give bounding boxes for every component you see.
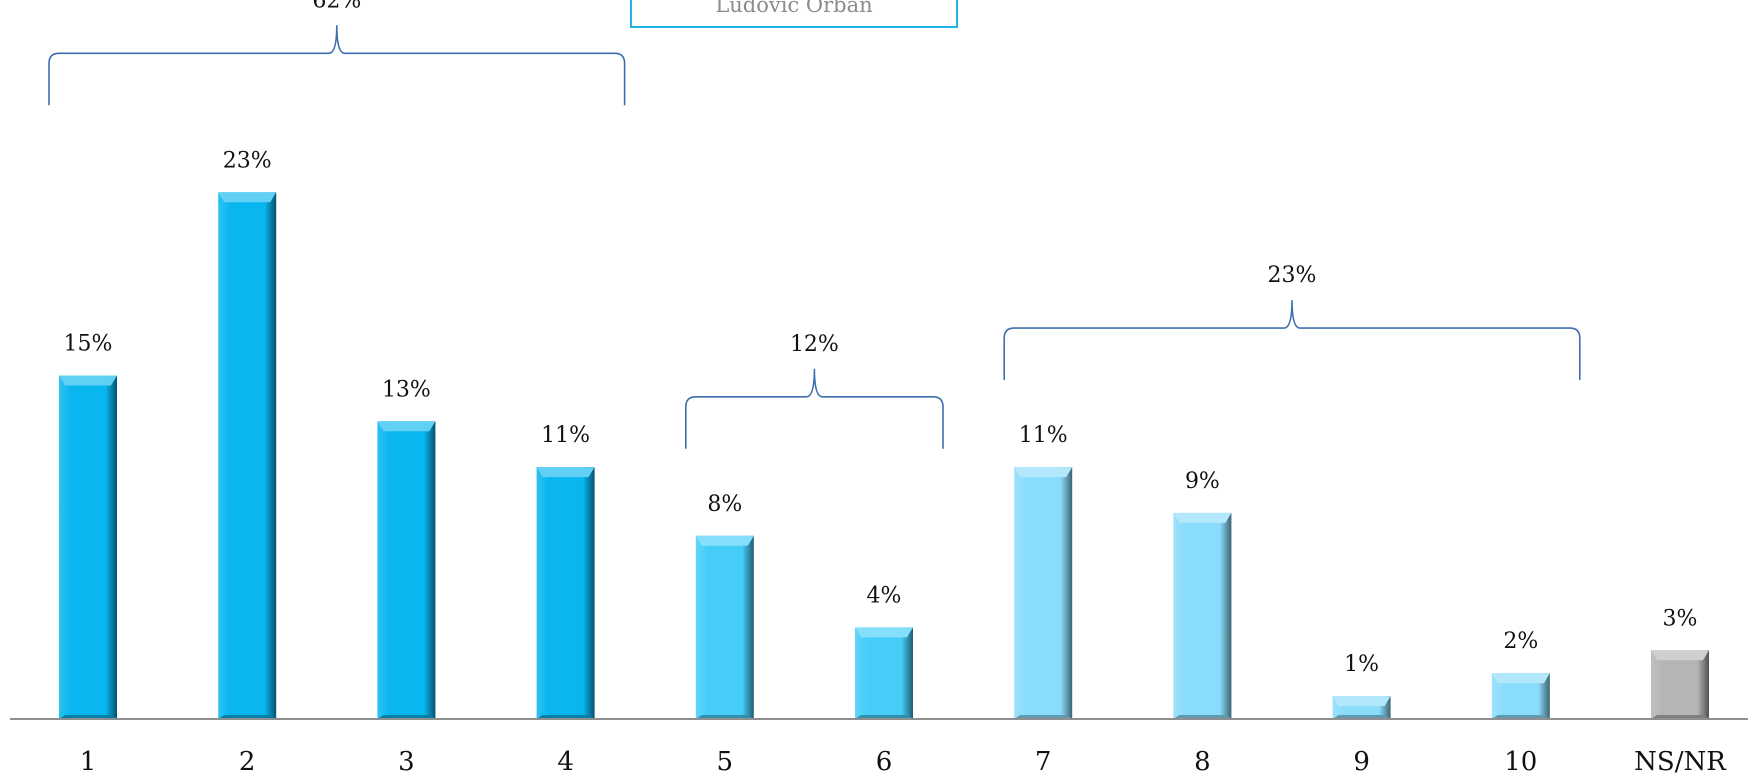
data-label-5: 8% — [707, 492, 742, 517]
data-label-4: 11% — [541, 423, 590, 448]
bar-7 — [1014, 467, 1073, 719]
bar-5 — [695, 535, 754, 719]
x-tick-9: 9 — [1353, 747, 1370, 777]
bar-1 — [59, 375, 117, 719]
bar-cap-3 — [377, 421, 436, 432]
bar-4 — [536, 467, 595, 719]
data-label-NS/NR: 3% — [1663, 606, 1698, 631]
bracket-1 — [685, 368, 944, 449]
data-label-6: 4% — [867, 583, 902, 608]
group-total-label-0: 62% — [312, 0, 361, 13]
bracket-0 — [48, 25, 626, 106]
x-tick-7: 7 — [1035, 747, 1052, 777]
bar-2 — [218, 192, 277, 720]
x-tick-NS/NR: NS/NR — [1634, 747, 1727, 777]
bar-cap-7 — [1014, 467, 1073, 478]
data-label-2: 23% — [223, 148, 272, 173]
data-label-3: 13% — [382, 377, 431, 402]
x-tick-5: 5 — [717, 747, 734, 777]
x-tick-labels: 1 2 3 4 5 6 7 8 9 10 NS/NR — [80, 747, 1728, 777]
x-tick-2: 2 — [239, 747, 256, 777]
data-label-10: 2% — [1503, 629, 1538, 654]
bar-cap-NS/NR — [1651, 650, 1709, 661]
bar-cap-6 — [855, 627, 913, 638]
bar-8 — [1173, 512, 1232, 719]
group-total-label-2: 23% — [1268, 263, 1317, 288]
bar-3 — [377, 421, 436, 719]
bar-cap-4 — [536, 467, 595, 478]
chart-title: Ludovic Orban — [630, 0, 958, 28]
x-tick-6: 6 — [876, 747, 893, 777]
bar-cap-10 — [1491, 673, 1550, 684]
bracket-2 — [1003, 300, 1581, 381]
bar-6 — [855, 627, 913, 719]
x-tick-10: 10 — [1504, 747, 1537, 777]
x-tick-3: 3 — [398, 747, 415, 777]
bar-cap-1 — [59, 375, 117, 386]
group-brackets: 62% 12% 23% — [48, 0, 1581, 449]
bar-NS/NR — [1651, 650, 1709, 719]
bar-cap-5 — [695, 535, 754, 546]
bar-cap-8 — [1173, 512, 1232, 523]
bars: 15% 23% 13% 11% 8% 4% 11% 9% 1% 2% 3% — [59, 148, 1709, 720]
data-label-8: 9% — [1185, 469, 1220, 494]
data-label-1: 15% — [64, 332, 113, 357]
x-tick-8: 8 — [1194, 747, 1211, 777]
data-label-7: 11% — [1019, 423, 1068, 448]
data-label-9: 1% — [1344, 652, 1379, 677]
x-tick-1: 1 — [80, 747, 97, 777]
bar-cap-9 — [1332, 696, 1391, 707]
x-tick-4: 4 — [557, 747, 574, 777]
bar-cap-2 — [218, 192, 277, 203]
group-total-label-1: 12% — [790, 332, 839, 357]
